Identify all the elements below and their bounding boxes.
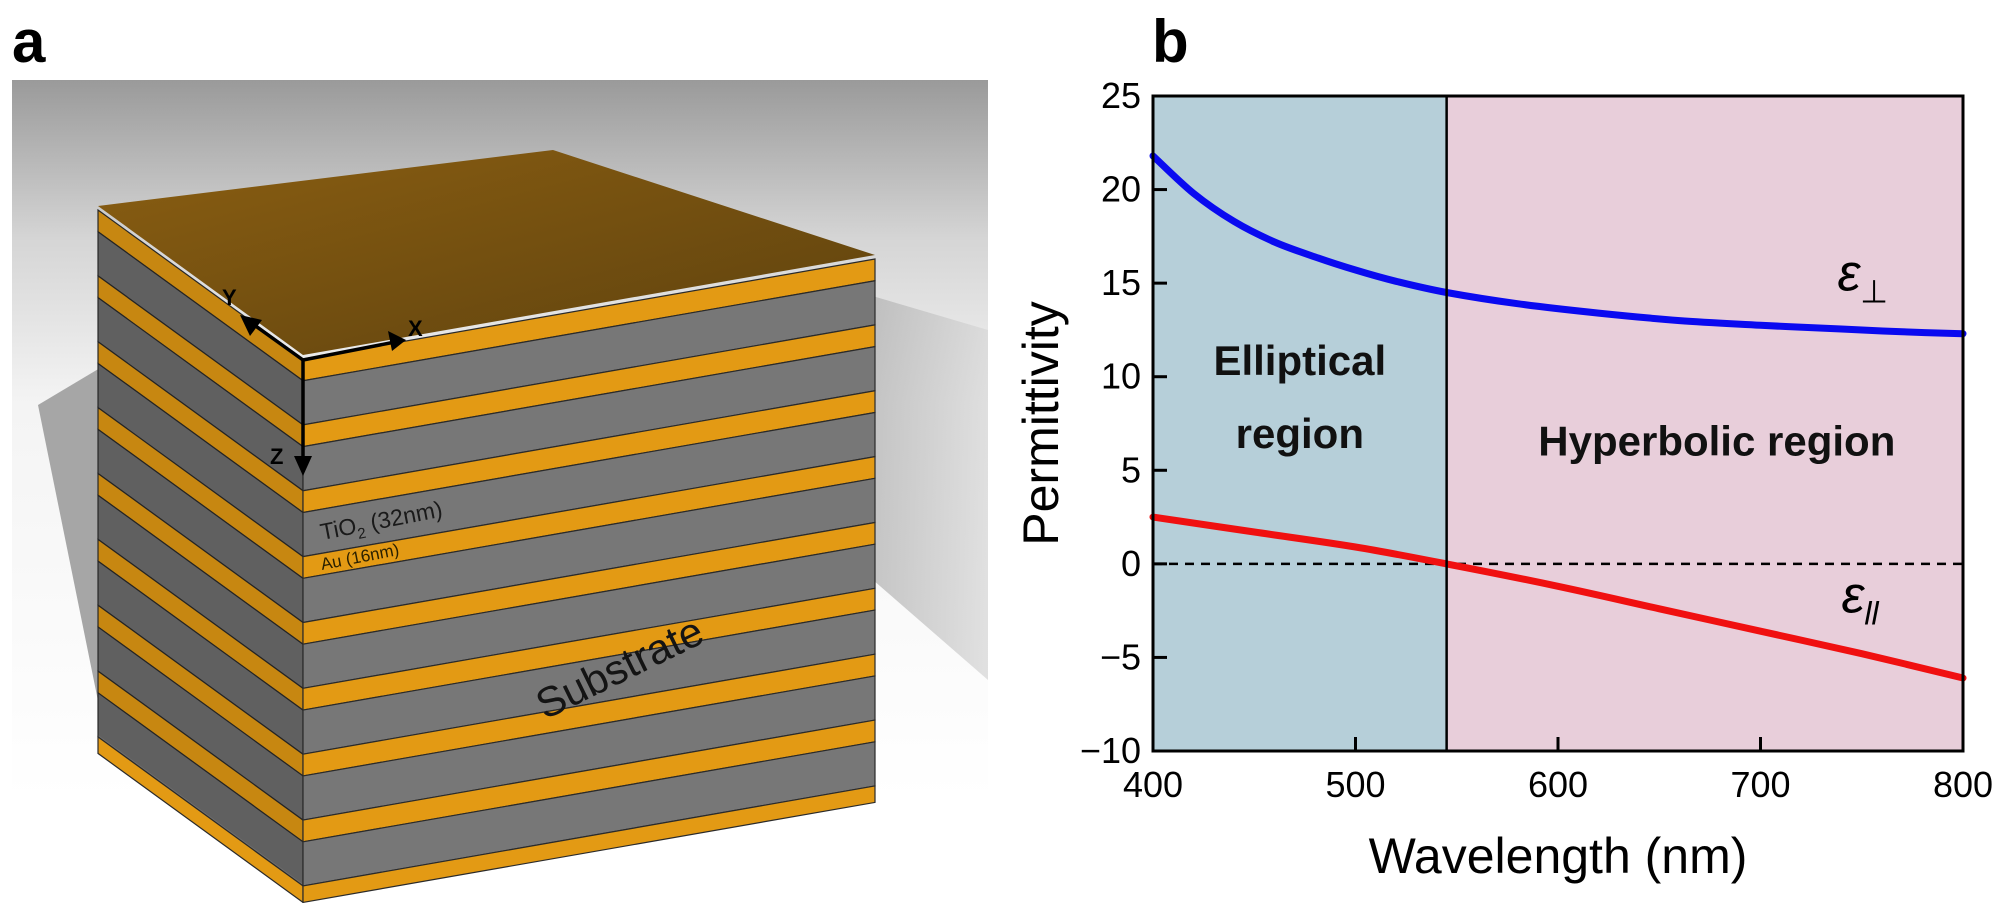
panel-b: b 400 500 600 700 800 25 20 15 10 5 0 −5 −10 Ellipt… [1000,0,2015,903]
z-arrow-icon [294,456,312,476]
axis-z-label: Z [270,444,283,469]
epsilon-perp-subscript: ⊥ [1860,274,1888,310]
series-epsilon-perp-line [1149,152,1967,338]
epsilon-perp-label: ε⊥ [1837,245,1888,310]
permittivity-chart: 400 500 600 700 800 25 20 15 10 5 0 −5 −10 Elliptic… [1013,75,1993,884]
y-tick-label: 10 [1101,356,1141,397]
panel-a-letter: a [12,8,46,75]
panel-b-letter: b [1152,8,1189,75]
x-tick-label: 800 [1933,764,1993,805]
y-axis-title: Permittivity [1013,301,1069,545]
left-face-layers [97,208,304,904]
x-axis-ticks: 400 500 600 700 800 [1123,737,1993,805]
x-tick-label: 400 [1123,764,1183,805]
elliptical-region-label-line2: region [1236,410,1364,457]
series-epsilon-parallel-line [1149,513,1967,682]
elliptical-region-label-line1: Elliptical [1213,337,1386,384]
x-axis-title: Wavelength (nm) [1369,828,1748,884]
x-arrow-icon [388,331,406,351]
y-tick-label: 0 [1121,543,1141,584]
gold-layer-right [302,785,876,904]
epsilon-perp-symbol: ε [1837,245,1861,303]
hyperbolic-region-label: Hyperbolic region [1538,417,1895,464]
y-tick-label: 25 [1101,75,1141,116]
tio2-label-subscript: 2 [356,525,367,543]
y-tick-label: −5 [1100,636,1141,677]
right-face-layers [302,258,876,904]
hyperbolic-region-background [1446,96,1963,751]
x-tick-label: 700 [1730,764,1790,805]
x-tick-label: 600 [1528,764,1588,805]
multilayer-schematic: Y X Z TiO2 (32nm) Au (16nm) Substrate [12,80,988,904]
epsilon-parallel-label: εll [1842,567,1880,632]
left-face-shade [98,210,303,884]
y-arrow-icon [240,315,262,336]
y-tick-label: 15 [1101,262,1141,303]
y-axis-ticks: 25 20 15 10 5 0 −5 −10 [1080,75,1167,771]
epsilon-parallel-subscript: ll [1864,596,1879,632]
coordinate-axes [248,320,396,462]
panel-a: a [0,0,1000,904]
y-tick-label: 20 [1101,169,1141,210]
epsilon-parallel-symbol: ε [1842,567,1866,625]
axis-y-label: Y [222,285,237,310]
x-tick-label: 500 [1325,764,1385,805]
elliptical-region-background [1153,96,1447,751]
y-tick-label: −10 [1080,730,1141,771]
axis-x-label: X [408,316,423,341]
y-tick-label: 5 [1121,449,1141,490]
top-gold-face [98,150,875,355]
